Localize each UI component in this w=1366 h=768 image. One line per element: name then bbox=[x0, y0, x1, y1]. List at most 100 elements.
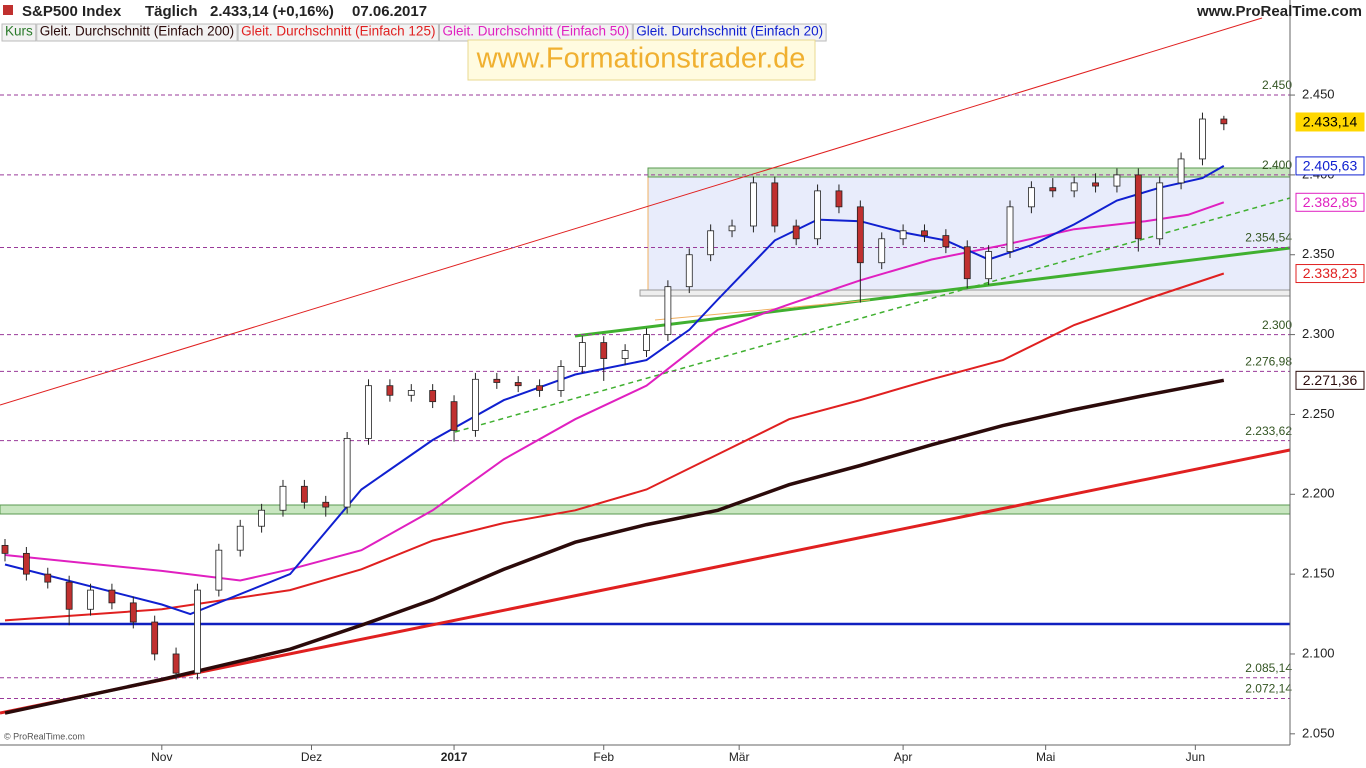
gray-zone bbox=[639, 289, 1291, 297]
candle-body bbox=[514, 382, 522, 387]
legend: Kurs Gleit. Durchschnitt (Einfach 200) Gle… bbox=[1, 23, 827, 42]
candle-body bbox=[1070, 182, 1078, 192]
candle-body bbox=[643, 334, 650, 351]
candle-body bbox=[151, 621, 159, 655]
level-label: 2.300 bbox=[1262, 318, 1292, 332]
x-tick-label: Jun bbox=[1186, 750, 1205, 764]
candle-body bbox=[771, 182, 779, 227]
x-tick-label: 2017 bbox=[441, 750, 468, 764]
candle-body bbox=[685, 254, 693, 288]
candle-body bbox=[835, 190, 843, 208]
candle-body bbox=[343, 437, 351, 508]
legend-box bbox=[237, 23, 439, 42]
candle-body bbox=[578, 342, 586, 367]
candle-body bbox=[472, 378, 479, 431]
candle-body bbox=[365, 385, 372, 439]
legend-box bbox=[1, 23, 37, 42]
y-tick-label: 2.200 bbox=[1302, 486, 1335, 501]
candles bbox=[1, 112, 1228, 680]
candle-body bbox=[1134, 174, 1142, 240]
date: 07.06.2017 bbox=[352, 3, 427, 20]
candle-body bbox=[1092, 182, 1099, 187]
candle-body bbox=[557, 366, 565, 391]
trend-line bbox=[0, 17, 1263, 406]
moving-average bbox=[4, 165, 1225, 616]
candle-body bbox=[279, 485, 287, 511]
candle-body bbox=[1028, 187, 1035, 208]
support-zone bbox=[0, 504, 1291, 515]
trend-line bbox=[654, 299, 871, 321]
period: Täglich bbox=[145, 3, 198, 20]
candle-body bbox=[429, 390, 437, 403]
candle-body bbox=[1049, 187, 1057, 192]
level-label: 2.400 bbox=[1262, 158, 1292, 172]
watermark-box bbox=[467, 39, 816, 81]
candle-body bbox=[856, 206, 864, 264]
value-box bbox=[1295, 192, 1365, 212]
candle-body bbox=[664, 286, 672, 335]
candle-body bbox=[108, 589, 116, 604]
value-box bbox=[1295, 112, 1365, 132]
candle-body bbox=[1113, 174, 1121, 187]
y-tick-label: 2.250 bbox=[1302, 406, 1335, 421]
candle-body bbox=[22, 552, 30, 575]
y-tick-label: 2.100 bbox=[1302, 645, 1335, 660]
candle-body bbox=[172, 653, 180, 674]
candle-body bbox=[728, 225, 736, 232]
legend-item: Gleit. Durchschnitt (Einfach 200) bbox=[40, 24, 234, 39]
candle-body bbox=[129, 602, 137, 623]
candle-body bbox=[621, 350, 629, 359]
value-box-label: 2.405,63 bbox=[1303, 158, 1358, 174]
trend-line bbox=[454, 197, 1291, 433]
trend-line bbox=[574, 246, 1291, 338]
x-tick-label: Feb bbox=[593, 750, 614, 764]
x-tick-label: Dez bbox=[301, 750, 322, 764]
value-box-label: 2.382,85 bbox=[1303, 194, 1358, 210]
y-tick-label: 2.300 bbox=[1302, 326, 1335, 341]
y-tick-label: 2.050 bbox=[1302, 725, 1335, 740]
moving-average bbox=[4, 201, 1225, 582]
value-box bbox=[1295, 370, 1365, 390]
x-tick-label: Nov bbox=[151, 750, 172, 764]
y-tick-label: 2.350 bbox=[1302, 246, 1335, 261]
y-tick-label: 2.150 bbox=[1302, 566, 1335, 581]
candle-body bbox=[792, 225, 800, 240]
candle-body bbox=[1156, 182, 1164, 240]
level-label: 2.354,54 bbox=[1245, 231, 1292, 245]
candle-body bbox=[1177, 158, 1185, 184]
level-label: 2.233,62 bbox=[1245, 424, 1292, 438]
legend-item: Gleit. Durchschnitt (Einfach 125) bbox=[241, 24, 435, 39]
legend-box bbox=[36, 23, 238, 42]
candle-body bbox=[1, 544, 9, 554]
candle-body bbox=[407, 390, 415, 396]
watermark: www.Formationstrader.de bbox=[476, 43, 806, 75]
quote: 2.433,14 (+0,16%) bbox=[210, 3, 334, 20]
resistance-zone bbox=[647, 167, 1291, 178]
candle-body bbox=[258, 509, 266, 527]
candle-body bbox=[450, 401, 458, 431]
trend-line bbox=[0, 448, 1291, 715]
candle-body bbox=[750, 182, 757, 227]
level-label: 2.072,14 bbox=[1245, 682, 1292, 696]
candle-body bbox=[194, 589, 201, 674]
x-tick-label: Apr bbox=[894, 750, 913, 764]
y-tick-label: 2.450 bbox=[1302, 86, 1335, 101]
moving-average bbox=[4, 272, 1225, 622]
level-label: 2.450 bbox=[1262, 78, 1292, 92]
candle-body bbox=[300, 485, 308, 503]
candle-body bbox=[386, 385, 394, 396]
level-label: 2.085,14 bbox=[1245, 661, 1292, 675]
level-label: 2.276,98 bbox=[1245, 355, 1292, 369]
candle-body bbox=[322, 501, 330, 508]
candle-body bbox=[493, 378, 501, 383]
value-box bbox=[1295, 156, 1365, 176]
x-tick-label: Mär bbox=[729, 750, 750, 764]
legend-item: Gleit. Durchschnitt (Einfach 50) bbox=[442, 24, 629, 39]
candle-body bbox=[963, 246, 971, 280]
candle-body bbox=[600, 342, 608, 359]
candle-body bbox=[942, 235, 950, 248]
candle-body bbox=[87, 589, 94, 610]
symbol: S&P500 Index bbox=[22, 3, 122, 20]
